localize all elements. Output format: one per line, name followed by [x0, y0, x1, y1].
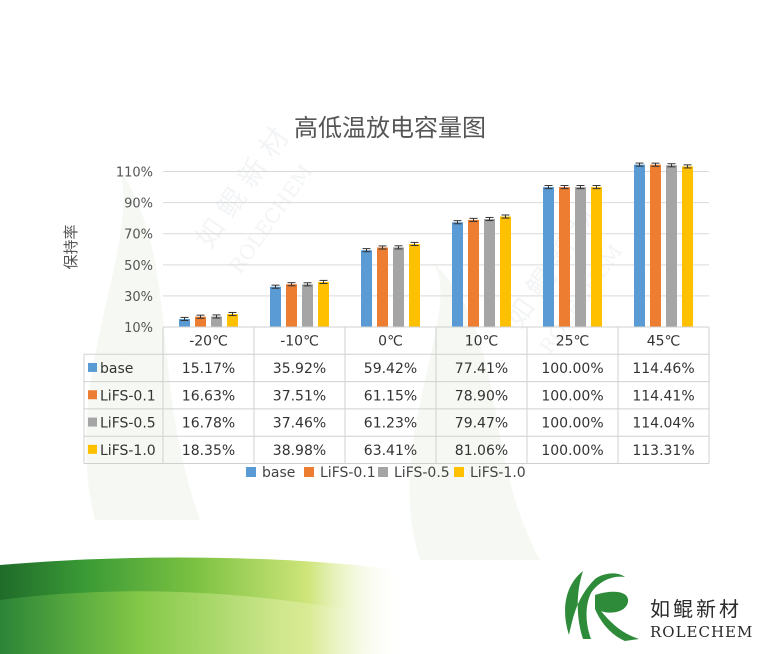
data-label: 38.98%: [273, 443, 326, 459]
data-label: 78.90%: [455, 388, 508, 404]
chart-title: 高低温放电容量图: [294, 114, 486, 142]
y-tick-label: 30%: [124, 290, 153, 305]
data-label: 18.35%: [182, 443, 235, 459]
x-tick-label: 10℃: [465, 334, 499, 350]
data-label: 61.15%: [364, 388, 417, 404]
legend-swatch: [454, 467, 464, 477]
watermark-swoosh: [86, 170, 200, 520]
legend-entry: LiFS-0.1: [320, 465, 376, 481]
data-label: 37.46%: [273, 416, 326, 432]
bar: [682, 166, 693, 327]
y-tick-label: 110%: [116, 166, 153, 181]
y-tick-label: 50%: [124, 259, 153, 274]
legend-entry: base: [262, 465, 295, 481]
bar: [559, 187, 570, 327]
y-axis-label: 保持率: [62, 224, 80, 269]
legend-swatch: [304, 467, 314, 477]
data-label: 61.23%: [364, 416, 417, 432]
y-tick-label: 90%: [124, 197, 153, 212]
table-series-name: LiFS-0.5: [100, 416, 156, 432]
x-tick-label: -10℃: [280, 334, 319, 350]
data-label: 100.00%: [541, 443, 603, 459]
legend-entry: LiFS-1.0: [470, 465, 526, 481]
bar: [409, 243, 420, 327]
data-table: -20℃ -10℃ 0℃ 10℃ 25℃ 45℃ base 15.17% 35.92% 59.42…: [83, 326, 710, 464]
bar: [452, 222, 463, 327]
table-legend-key: [88, 362, 97, 372]
bar: [361, 250, 372, 327]
bar: [211, 316, 222, 327]
x-tick-label: -20℃: [189, 334, 228, 350]
table-legend-key: [88, 444, 97, 454]
bar: [666, 165, 677, 327]
data-label: 16.63%: [182, 388, 235, 404]
bar: [377, 247, 388, 327]
bar: [650, 164, 661, 327]
bar: [591, 187, 602, 327]
data-label: 114.46%: [632, 361, 694, 377]
table-legend-key: [88, 417, 97, 427]
bar: [468, 219, 479, 327]
bar: [484, 219, 495, 327]
logo-mark-shape: [565, 571, 625, 639]
bar: [286, 284, 297, 327]
x-tick-label: 45℃: [647, 334, 681, 350]
legend-entry: LiFS-0.5: [394, 465, 450, 481]
data-label: 35.92%: [273, 361, 326, 377]
x-tick-label: 25℃: [556, 334, 590, 350]
data-label: 79.47%: [455, 416, 508, 432]
data-label: 16.78%: [182, 416, 235, 432]
footer-swoosh: [0, 591, 470, 654]
data-label: 100.00%: [541, 416, 603, 432]
x-tick-label: 0℃: [378, 334, 403, 350]
bar: [393, 247, 404, 327]
data-label: 37.51%: [273, 388, 326, 404]
legend-swatch: [246, 467, 256, 477]
table-series-name: LiFS-1.0: [100, 443, 156, 459]
data-label: 15.17%: [182, 361, 235, 377]
bar: [179, 318, 190, 327]
y-tick-label: 10%: [124, 321, 153, 336]
logo-mark-icon: [565, 571, 639, 641]
table-series-name: LiFS-0.1: [100, 388, 156, 404]
bar: [543, 187, 554, 327]
data-label: 114.04%: [632, 416, 694, 432]
bar: [500, 216, 511, 327]
company-logo: 如鲲新材 ROLECHEM: [555, 565, 770, 645]
data-label: 63.41%: [364, 443, 417, 459]
bar: [575, 187, 586, 327]
y-tick-labels: 10% 30% 50% 70% 90% 110%: [116, 166, 153, 336]
data-label: 114.41%: [632, 388, 694, 404]
data-label: 59.42%: [364, 361, 417, 377]
data-label: 113.31%: [632, 443, 694, 459]
bars: [179, 162, 693, 327]
table-series-name: base: [100, 361, 133, 377]
data-label: 100.00%: [541, 388, 603, 404]
bar: [195, 316, 206, 327]
logo-text-en: ROLECHEM: [650, 623, 754, 641]
data-label: 100.00%: [541, 361, 603, 377]
data-label: 77.41%: [455, 361, 508, 377]
logo-text-cn: 如鲲新材: [650, 597, 742, 621]
watermark-swoosh: [409, 260, 540, 560]
y-tick-label: 70%: [124, 228, 153, 243]
footer-banner: [0, 557, 560, 654]
legend: base LiFS-0.1 LiFS-0.5 LiFS-1.0: [246, 465, 526, 481]
bar: [302, 284, 313, 327]
legend-swatch: [378, 467, 388, 477]
bar: [318, 281, 329, 327]
logo-mark-shape: [595, 591, 639, 641]
table-legend-key: [88, 390, 97, 400]
bar: [634, 164, 645, 327]
data-label: 81.06%: [455, 443, 508, 459]
bar: [270, 286, 281, 327]
bar: [227, 314, 238, 327]
